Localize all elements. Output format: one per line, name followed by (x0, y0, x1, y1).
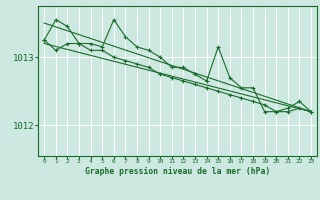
X-axis label: Graphe pression niveau de la mer (hPa): Graphe pression niveau de la mer (hPa) (85, 167, 270, 176)
